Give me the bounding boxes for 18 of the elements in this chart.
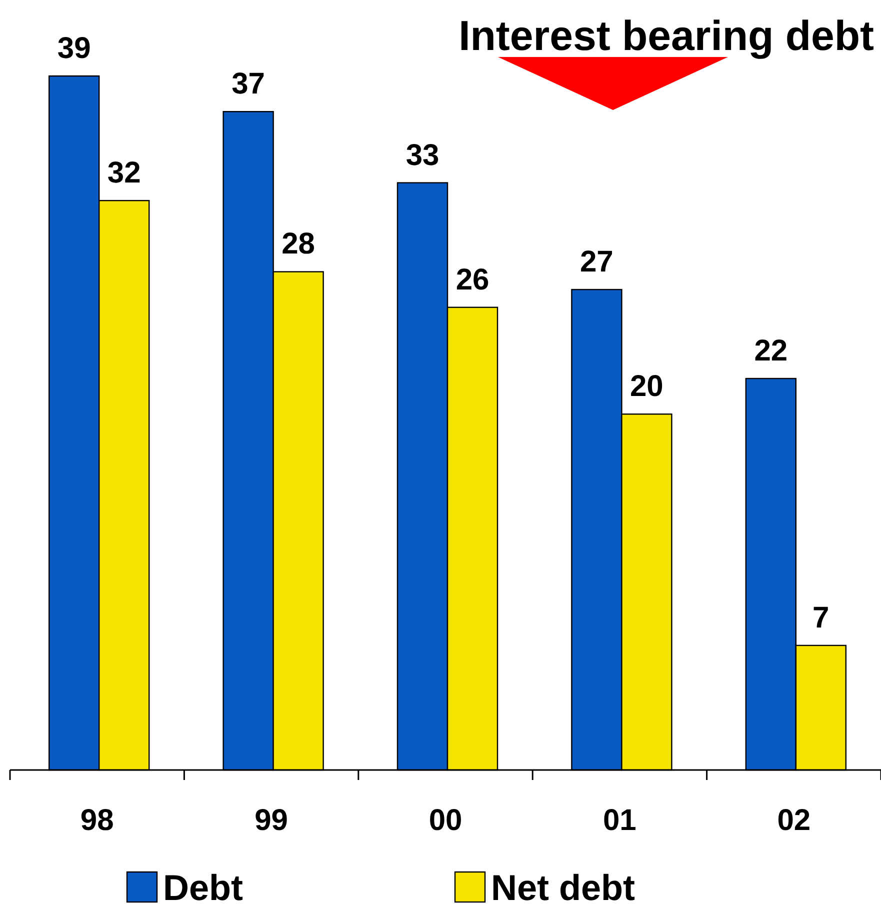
x-tick-label: 01 [603,804,636,837]
x-tick-label: 98 [80,804,114,837]
data-label: 37 [232,68,265,101]
x-tick-label: 99 [254,804,288,837]
data-label: 7 [812,601,830,634]
x-tick-label: 00 [428,804,462,837]
data-label: 20 [630,370,664,404]
legend-label: Debt [163,867,244,904]
chart-title: Interest bearing debt [458,12,874,59]
x-tick-label: 02 [777,804,811,837]
data-label: 33 [406,138,440,172]
data-label: 22 [754,334,788,368]
legend-label: Net debt [491,867,636,904]
data-label: 27 [580,246,614,279]
data-label: 26 [456,263,490,296]
data-label: 32 [107,156,141,190]
data-label: 28 [282,228,315,261]
data-label: 39 [57,32,91,65]
